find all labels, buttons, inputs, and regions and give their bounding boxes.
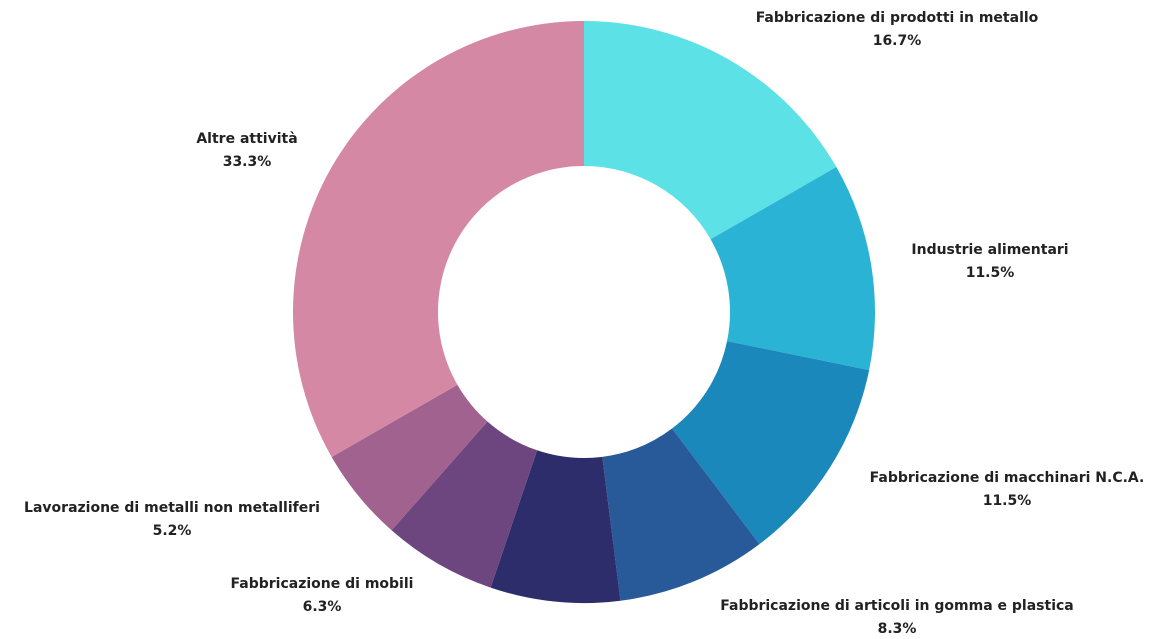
- slice-label: Fabbricazione di macchinari N.C.A.: [870, 470, 1145, 486]
- donut-slice: [672, 341, 870, 545]
- slice-value: 11.5%: [983, 493, 1032, 509]
- slice-value: 8.3%: [878, 621, 917, 637]
- slice-label: Fabbricazione di articoli in gomma e pla…: [720, 598, 1074, 614]
- slice-label: Industrie alimentari: [911, 242, 1068, 258]
- donut-slice: [391, 421, 538, 588]
- slice-label: Fabbricazione di prodotti in metallo: [756, 10, 1039, 26]
- donut-slice: [331, 384, 488, 531]
- donut-slice: [584, 21, 837, 240]
- donut-slice: [490, 450, 621, 603]
- donut-slice: [292, 21, 584, 457]
- slice-value: 5.2%: [153, 523, 192, 539]
- donut-slice: [602, 428, 760, 601]
- donut-slice: [710, 167, 875, 371]
- slice-value: 6.3%: [303, 599, 342, 615]
- slice-label: Lavorazione di metalli non metalliferi: [24, 500, 320, 516]
- slice-label: Fabbricazione di mobili: [231, 576, 414, 592]
- slice-value: 11.5%: [966, 265, 1015, 281]
- slice-value: 16.7%: [873, 33, 922, 49]
- slice-label: Altre attività: [196, 131, 297, 147]
- slice-value: 33.3%: [223, 154, 272, 170]
